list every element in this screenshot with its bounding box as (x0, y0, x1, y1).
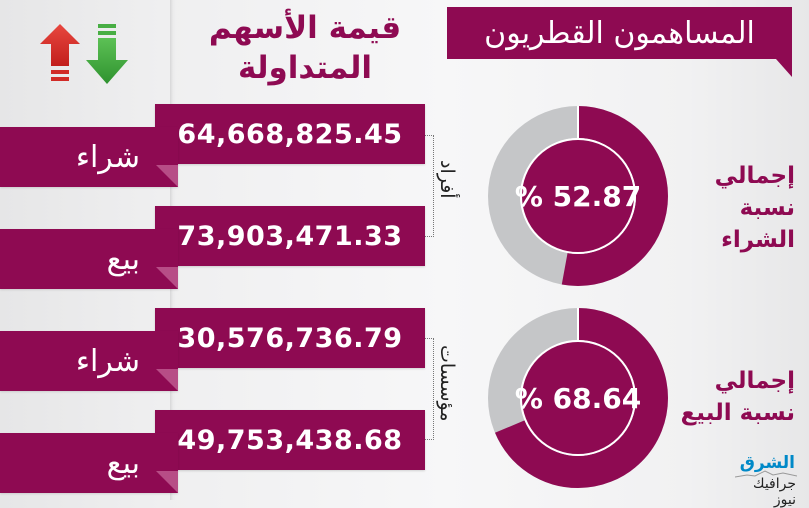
green-down-arrow-icon (86, 24, 128, 84)
donut-label-line1: إجمالي (714, 163, 795, 189)
group-label-individuals: أفراد (436, 160, 458, 199)
label-box-institutions-buy: شراء (0, 331, 178, 391)
logo-graphic-news: جرافيك نيوز (753, 476, 796, 508)
donut-percent-sell: % 68.64 (515, 382, 641, 415)
value-box-institutions-sell: 49,753,438.68 (155, 410, 425, 470)
donut-label-sell: إجمالي نسبة البيع (670, 365, 795, 429)
column-heading: قيمة الأسهم المتداولة (190, 8, 420, 88)
up-down-arrows-icon (40, 24, 128, 84)
value-box-individuals-buy: 64,668,825.45 (155, 104, 425, 164)
label-text: شراء (75, 343, 140, 379)
value-box-individuals-sell: 73,903,471.33 (155, 206, 425, 266)
red-up-arrow-icon (40, 24, 80, 81)
column-heading-line1: قيمة الأسهم (208, 10, 402, 46)
label-text: بيع (106, 445, 140, 481)
donut-label-line1: إجمالي (714, 368, 795, 394)
donut-label-buy: إجمالي نسبة الشراء (670, 160, 795, 256)
fold-corner (156, 471, 178, 493)
donut-label-line2: نسبة البيع (680, 400, 795, 426)
label-box-institutions-sell: بيع (0, 433, 178, 493)
group-label-institutions: مؤسسات (436, 345, 458, 422)
title-banner: المساهمون القطريون (447, 7, 792, 59)
fold-corner (156, 165, 178, 187)
donut-chart-buy: % 52.87 (488, 106, 668, 286)
fold-corner (156, 369, 178, 391)
logo-skyline-icon (735, 470, 797, 478)
logo-alsharq: الشرق (739, 453, 795, 473)
page-title: المساهمون القطريون (484, 15, 755, 51)
column-heading-line2: المتداولة (238, 50, 372, 86)
value-text: 64,668,825.45 (177, 118, 403, 150)
label-box-individuals-buy: شراء (0, 127, 178, 187)
title-banner-tail (776, 59, 792, 77)
label-box-individuals-sell: بيع (0, 229, 178, 289)
fold-corner (156, 267, 178, 289)
label-text: شراء (75, 139, 140, 175)
donut-label-line2: نسبة الشراء (721, 195, 795, 253)
value-text: 30,576,736.79 (177, 322, 403, 354)
label-text: بيع (106, 241, 140, 277)
donut-percent-buy: % 52.87 (515, 180, 641, 213)
group-bracket-institutions (425, 338, 434, 440)
group-bracket-individuals (425, 135, 434, 237)
value-text: 49,753,438.68 (177, 424, 403, 456)
value-box-institutions-buy: 30,576,736.79 (155, 308, 425, 368)
donut-chart-sell: % 68.64 (488, 308, 668, 488)
value-text: 73,903,471.33 (177, 220, 403, 252)
